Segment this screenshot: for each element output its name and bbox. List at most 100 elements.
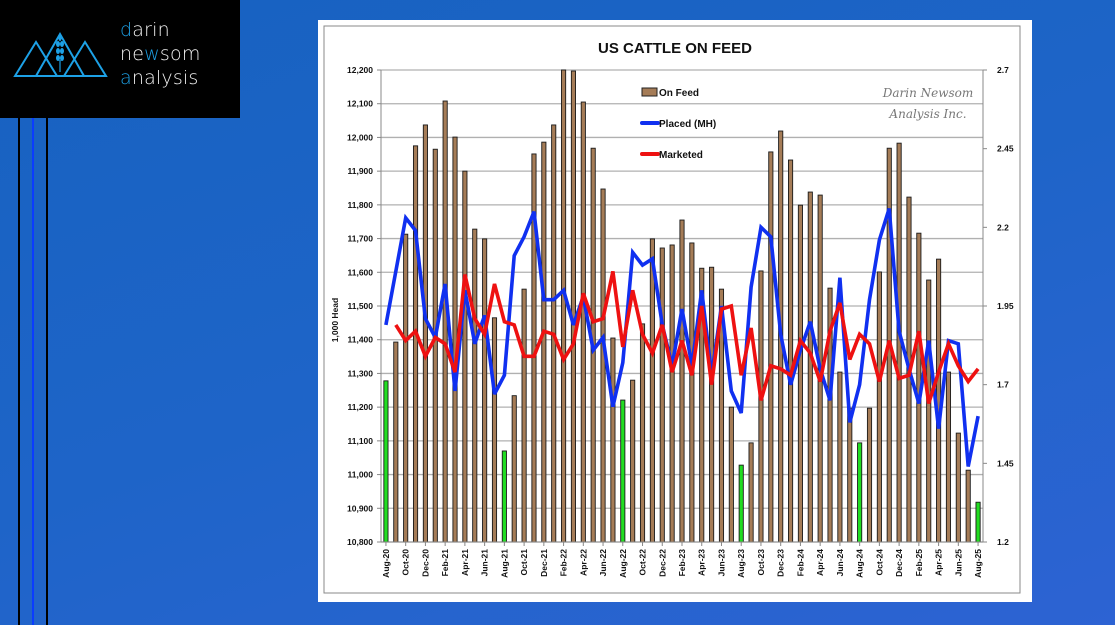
y-right-tick-label: 1.45 (997, 458, 1014, 468)
y-right-tick-label: 1.95 (997, 301, 1014, 311)
x-tick-label: Apr-25 (934, 549, 944, 576)
y-tick-label: 12,200 (347, 65, 373, 75)
bar-Oct-24 (876, 271, 882, 543)
y-tick-label: 12,100 (347, 99, 373, 109)
cattle-on-feed-chart: US CATTLE ON FEED 12,200 12,100 12,000 11,9… (323, 25, 1021, 594)
legend-label-placed: Placed (MH) (659, 119, 716, 130)
x-tick-label: Apr-24 (815, 549, 825, 576)
y-right-tick-label: 2.2 (997, 222, 1009, 232)
y-tick-label: 10,800 (347, 537, 373, 547)
x-tick-label: Apr-23 (697, 549, 707, 576)
x-tick-label: Aug-24 (855, 549, 865, 578)
brand-word: ne (120, 43, 145, 65)
bar-Aug-23 (738, 464, 744, 543)
bar-Oct-22 (639, 323, 646, 543)
x-tick-label: Apr-22 (578, 549, 588, 576)
x-tick-label: Aug-22 (618, 549, 628, 578)
series-line-marketed (394, 271, 980, 405)
x-tick-label: Jun-24 (835, 549, 845, 577)
watermark-line-1: Darin Newsom (882, 86, 974, 100)
x-tick-label: Feb-25 (914, 549, 924, 577)
chart-title: US CATTLE ON FEED (598, 40, 752, 57)
bar-Sep-23 (748, 442, 754, 543)
bar-Mar-24 (807, 191, 813, 543)
bar-Dec-21 (541, 141, 547, 543)
bar-Mar-23 (689, 242, 695, 543)
bar-Sep-22 (630, 379, 636, 543)
x-tick-label: Feb-22 (559, 549, 569, 577)
x-tick-label: Oct-21 (519, 549, 529, 576)
legend-label-marketed: Marketed (659, 150, 703, 161)
x-tick-label: Oct-23 (756, 549, 766, 576)
x-tick-label: Oct-22 (638, 549, 648, 576)
bar-Aug-22 (620, 399, 626, 543)
bar-Sep-21 (511, 395, 517, 543)
x-tick-label: Dec-24 (894, 549, 904, 577)
bar-Mar-22 (570, 70, 576, 543)
bar-Jul-22 (610, 337, 616, 543)
bar-Dec-22 (659, 247, 665, 543)
bar-Jun-21 (482, 238, 488, 543)
y-tick-label: 11,500 (347, 301, 373, 311)
y-right-tick-label: 1.2 (997, 537, 1009, 547)
x-tick-label: Aug-23 (736, 549, 746, 578)
bar-Sep-20 (393, 341, 399, 543)
y-tick-label: 11,400 (347, 335, 373, 345)
bar-Feb-21 (442, 100, 448, 543)
bar-May-23 (709, 266, 715, 543)
x-tick-label: Dec-20 (420, 549, 430, 577)
watermark-line-2: Analysis Inc. (888, 107, 966, 121)
bar-May-21 (472, 228, 478, 543)
x-tick-label: Jun-25 (953, 549, 963, 577)
y-tick-label: 11,100 (347, 436, 373, 446)
x-tick-label: Feb-21 (440, 549, 450, 577)
bar-Aug-20 (383, 380, 389, 543)
y-tick-label: 12,000 (347, 132, 373, 142)
y-axis-label: 1,000 Head (330, 298, 340, 342)
legend-swatch-on-feed (641, 87, 658, 97)
bar-Jan-23 (669, 244, 675, 543)
x-tick-label: Jun-22 (598, 549, 608, 577)
bar-Nov-20 (412, 145, 419, 543)
brand-word: nalysis (131, 67, 199, 89)
bar-Aug-25 (975, 501, 981, 543)
bar-Jun-24 (837, 371, 843, 543)
legend: On Feed Placed (MH) Marketed (640, 87, 716, 161)
bar-Aug-24 (857, 442, 863, 543)
decor-line (18, 118, 20, 625)
bar-Sep-24 (866, 407, 873, 543)
bar-Jul-21 (491, 317, 498, 543)
x-tick-label: Feb-23 (677, 549, 687, 577)
bar-Jan-21 (432, 148, 438, 543)
y-right-tick-label: 2.45 (997, 144, 1014, 154)
y-tick-label: 11,300 (347, 368, 373, 378)
bar-Nov-22 (649, 238, 655, 543)
legend-label-on-feed: On Feed (659, 88, 699, 99)
bar-Apr-21 (462, 170, 468, 543)
y-tick-label: 11,200 (347, 402, 373, 412)
chart-panel: US CATTLE ON FEED 12,200 12,100 12,000 11,9… (318, 20, 1032, 602)
bar-Apr-22 (580, 101, 586, 543)
decor-line (46, 118, 48, 625)
y-right-tick-label: 1.7 (997, 380, 1009, 390)
y-tick-label: 11,900 (347, 166, 373, 176)
y-tick-label: 11,600 (347, 267, 373, 277)
decor-line (32, 118, 34, 625)
bar-May-25 (945, 371, 952, 543)
x-tick-label: Apr-21 (460, 549, 470, 576)
bar-Feb-23 (679, 219, 685, 543)
bar-Jul-23 (728, 406, 734, 543)
bar-Feb-22 (561, 69, 567, 543)
bar-Jul-25 (965, 469, 971, 543)
x-tick-label: Aug-25 (973, 549, 983, 578)
mountain-wheat-logo-icon (13, 31, 108, 77)
y-right-tick-label: 2.7 (997, 65, 1009, 75)
bar-Jul-24 (847, 407, 853, 543)
x-tick-label: Dec-23 (776, 549, 786, 577)
brand-letter: d (120, 19, 133, 41)
x-tick-label: Aug-21 (499, 549, 509, 578)
bar-Nov-23 (768, 151, 774, 543)
bar-Feb-24 (797, 204, 803, 543)
x-tick-label: Dec-22 (657, 549, 667, 577)
bar-Dec-20 (422, 124, 428, 543)
